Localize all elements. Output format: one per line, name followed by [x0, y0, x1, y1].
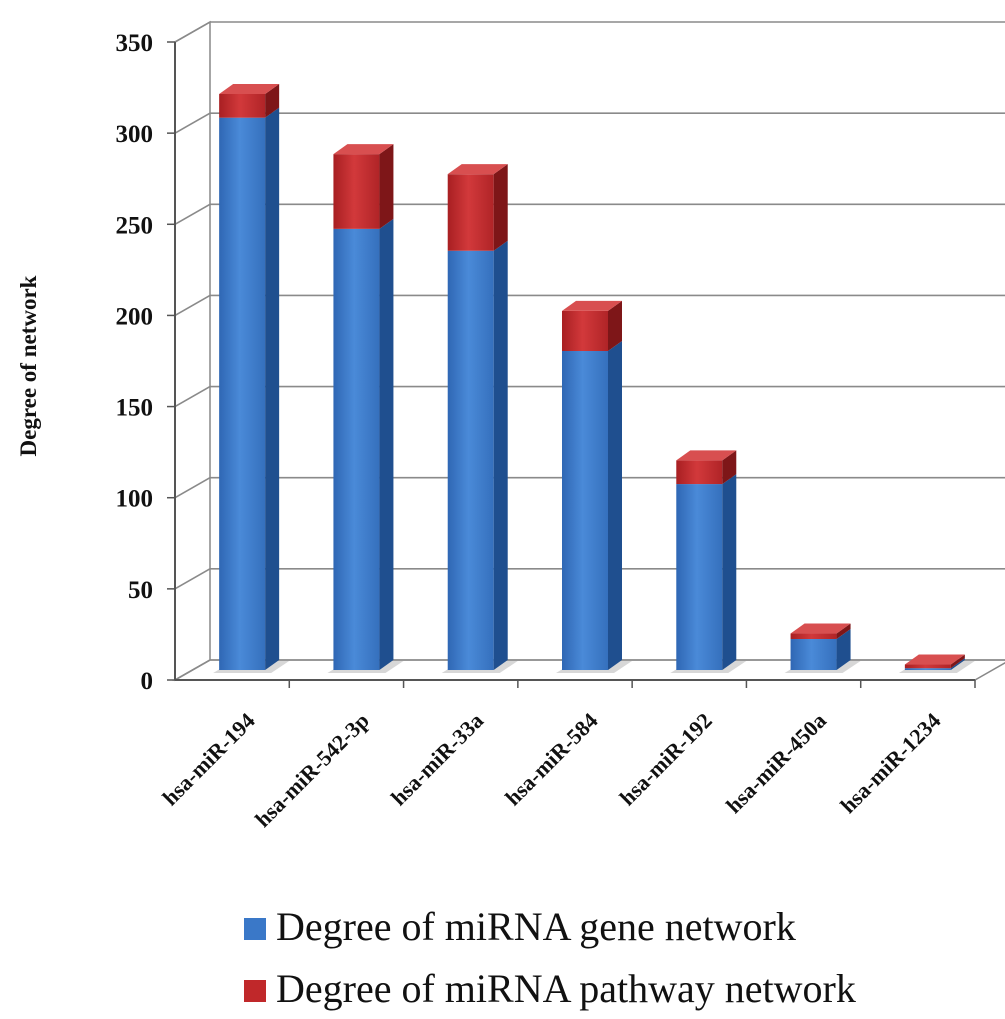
- legend-label-gene: Degree of miRNA gene network: [276, 904, 796, 949]
- legend-swatch-gene: [244, 918, 266, 940]
- gridline: [174, 112, 1005, 134]
- bar-gene-front: [562, 351, 608, 670]
- gridline: [174, 21, 1005, 43]
- y-tick-label: 100: [116, 486, 154, 513]
- bar-top: [904, 654, 965, 665]
- bar-pathway-front: [333, 154, 380, 229]
- bar-gene-front: [447, 250, 494, 670]
- bar-pathway-side: [608, 300, 622, 351]
- y-tick-label: 250: [116, 212, 154, 239]
- bar-gene-front: [790, 639, 837, 670]
- gridlines: [167, 21, 1005, 681]
- bar-gene-side: [722, 474, 737, 670]
- bar-pathway-side: [493, 164, 508, 251]
- bar-pathway-front: [219, 93, 266, 118]
- bar-top: [790, 623, 851, 634]
- bar-pathway-front: [790, 633, 837, 640]
- bar-gene-front: [676, 484, 723, 670]
- y-tick-labels: 0 50 100 150 200 250 300 350: [116, 30, 154, 695]
- bar-top: [676, 450, 737, 461]
- gridline: [174, 476, 1005, 499]
- bar-gene-side: [836, 629, 851, 670]
- x-tick-label: hsa-miR-1234: [835, 708, 945, 818]
- bar-pathway-side: [836, 623, 851, 640]
- x-tick-label: hsa-miR-450a: [721, 708, 831, 818]
- bar-pathway-side: [379, 144, 394, 229]
- side-wall: [174, 20, 211, 682]
- bar-top: [562, 300, 622, 311]
- gridline: [174, 203, 1005, 225]
- x-tick-label: hsa-miR-584: [500, 708, 602, 810]
- legend-label-pathway: Degree of miRNA pathway network: [276, 966, 856, 1011]
- legend-swatch-pathway: [244, 980, 266, 1002]
- bar-gene-side: [608, 341, 622, 670]
- gridline: [174, 385, 1005, 408]
- x-tick-label: hsa-miR-33a: [386, 708, 488, 810]
- bar-pathway-front: [447, 174, 494, 251]
- bar-pathway-side: [265, 83, 280, 118]
- bar-gene-side: [950, 658, 965, 670]
- x-tick-label: hsa-miR-194: [157, 708, 259, 810]
- axes: [174, 42, 976, 688]
- bar-gene-side: [265, 107, 280, 670]
- y-axis-title: Degree of network: [16, 275, 41, 456]
- legend: Degree of miRNA gene network Degree of mi…: [244, 904, 856, 1011]
- bar-top: [333, 144, 394, 155]
- bar-pathway-side: [722, 450, 737, 485]
- bar-gene-front: [333, 228, 380, 670]
- bar-pathway-side: [950, 654, 965, 669]
- bar-top: [219, 83, 280, 94]
- gridline: [174, 568, 1005, 590]
- bar-gene-side: [493, 240, 508, 670]
- x-tick-label: hsa-miR-192: [614, 708, 716, 810]
- bar-gene-front: [904, 668, 951, 670]
- bars: [213, 83, 975, 673]
- y-tick-label: 50: [128, 577, 153, 604]
- bar-pathway-front: [904, 664, 951, 669]
- gridline: [174, 659, 1005, 681]
- gridline: [174, 294, 1005, 317]
- bar-pathway-front: [676, 460, 723, 485]
- y-tick-label: 150: [116, 395, 154, 422]
- y-tick-label: 200: [116, 303, 154, 330]
- bar-top: [447, 164, 508, 175]
- x-tick-label: hsa-miR-542-3p: [250, 708, 374, 832]
- bar-gene-front: [219, 117, 266, 670]
- y-tick-label: 350: [116, 30, 154, 57]
- y-tick-label: 0: [141, 668, 154, 695]
- bar-gene-side: [379, 218, 394, 670]
- y-tick-label: 300: [116, 121, 154, 148]
- bar-pathway-front: [562, 310, 608, 351]
